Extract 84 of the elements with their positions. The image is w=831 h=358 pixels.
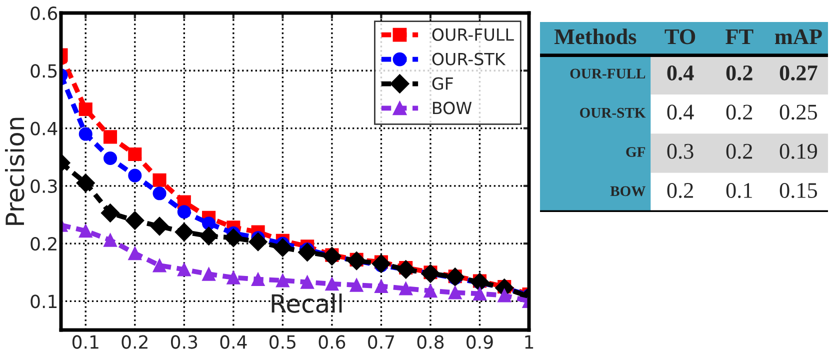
point xyxy=(128,147,142,161)
text: 0.3 xyxy=(667,144,694,159)
point xyxy=(103,151,118,166)
x-tick-label: 1 xyxy=(525,335,534,349)
point xyxy=(199,226,218,246)
x-tick-label: 0.3 xyxy=(170,335,198,349)
text: 0.15 xyxy=(780,182,818,198)
y-tick-label: 0.6 xyxy=(30,6,58,20)
y-tick-label: 0.5 xyxy=(30,64,57,78)
point xyxy=(78,127,92,141)
point xyxy=(126,211,144,230)
y-tick-label: 0.4 xyxy=(30,122,58,136)
category-label: FT xyxy=(726,29,754,44)
text: 0.2 xyxy=(726,144,752,159)
point xyxy=(226,270,240,284)
point xyxy=(128,168,142,182)
point xyxy=(374,279,388,293)
x-tick-label: 0.1 xyxy=(72,335,98,349)
x-tick-label: 0.6 xyxy=(318,335,346,349)
legend-label: BOW xyxy=(433,102,472,114)
category-label: mAP xyxy=(774,29,822,44)
point xyxy=(202,216,216,230)
point xyxy=(177,205,191,219)
y-tick-label: 0.2 xyxy=(30,237,56,251)
point xyxy=(150,216,169,236)
point xyxy=(276,274,290,288)
point xyxy=(399,282,413,296)
point xyxy=(448,286,462,300)
legend-label: GF xyxy=(432,77,453,90)
y-tick-label: 0.1 xyxy=(30,294,57,308)
point xyxy=(251,272,265,286)
text: 0.27 xyxy=(780,65,818,81)
point xyxy=(224,228,243,248)
text: 0.2 xyxy=(726,65,752,81)
text: 0.4 xyxy=(667,65,694,81)
x-tick-label: 0.4 xyxy=(220,335,247,349)
category-label: BOW xyxy=(610,186,646,196)
point xyxy=(248,232,268,252)
point xyxy=(152,173,166,187)
point xyxy=(78,224,92,238)
category-label: TO xyxy=(664,29,696,44)
point xyxy=(202,267,216,281)
point xyxy=(152,186,166,200)
x-tick-label: 0.8 xyxy=(417,335,444,349)
point xyxy=(472,286,487,300)
text: Methods xyxy=(554,28,636,44)
point xyxy=(298,242,317,262)
point xyxy=(372,254,391,274)
text: 0.2 xyxy=(726,104,752,120)
legend-label: OUR-STK xyxy=(432,52,506,66)
y-tick-label: 0.3 xyxy=(30,179,57,194)
legend-label: OUR-FULL xyxy=(432,28,514,41)
point xyxy=(273,238,292,257)
category-label: GF xyxy=(626,147,646,157)
text: 0.2 xyxy=(667,182,693,198)
point xyxy=(350,278,364,292)
point xyxy=(76,174,95,192)
category-label: OUR-STK xyxy=(580,108,646,118)
point xyxy=(103,233,118,247)
point xyxy=(446,268,464,286)
text: 0.19 xyxy=(780,144,817,159)
point xyxy=(174,222,194,242)
point xyxy=(300,275,314,289)
x-axis-title: Recall xyxy=(272,294,342,313)
text: 0.4 xyxy=(667,104,694,120)
point xyxy=(396,260,416,279)
point xyxy=(103,130,118,144)
x-tick-label: 0.7 xyxy=(368,335,394,349)
y-axis-title: Precision xyxy=(4,118,24,225)
point xyxy=(470,272,490,292)
category-label: OUR-FULL xyxy=(570,68,646,79)
x-tick-label: 0.2 xyxy=(122,335,148,349)
x-tick-label: 0.9 xyxy=(466,335,493,349)
point xyxy=(152,258,166,272)
text: 0.1 xyxy=(726,182,752,198)
point xyxy=(325,277,339,291)
text: 0.25 xyxy=(780,104,818,120)
x-tick-label: 0.5 xyxy=(270,335,296,349)
point xyxy=(78,102,92,116)
point xyxy=(347,251,366,270)
point xyxy=(100,204,120,222)
point xyxy=(424,284,438,298)
point xyxy=(177,262,191,276)
point xyxy=(128,246,142,260)
